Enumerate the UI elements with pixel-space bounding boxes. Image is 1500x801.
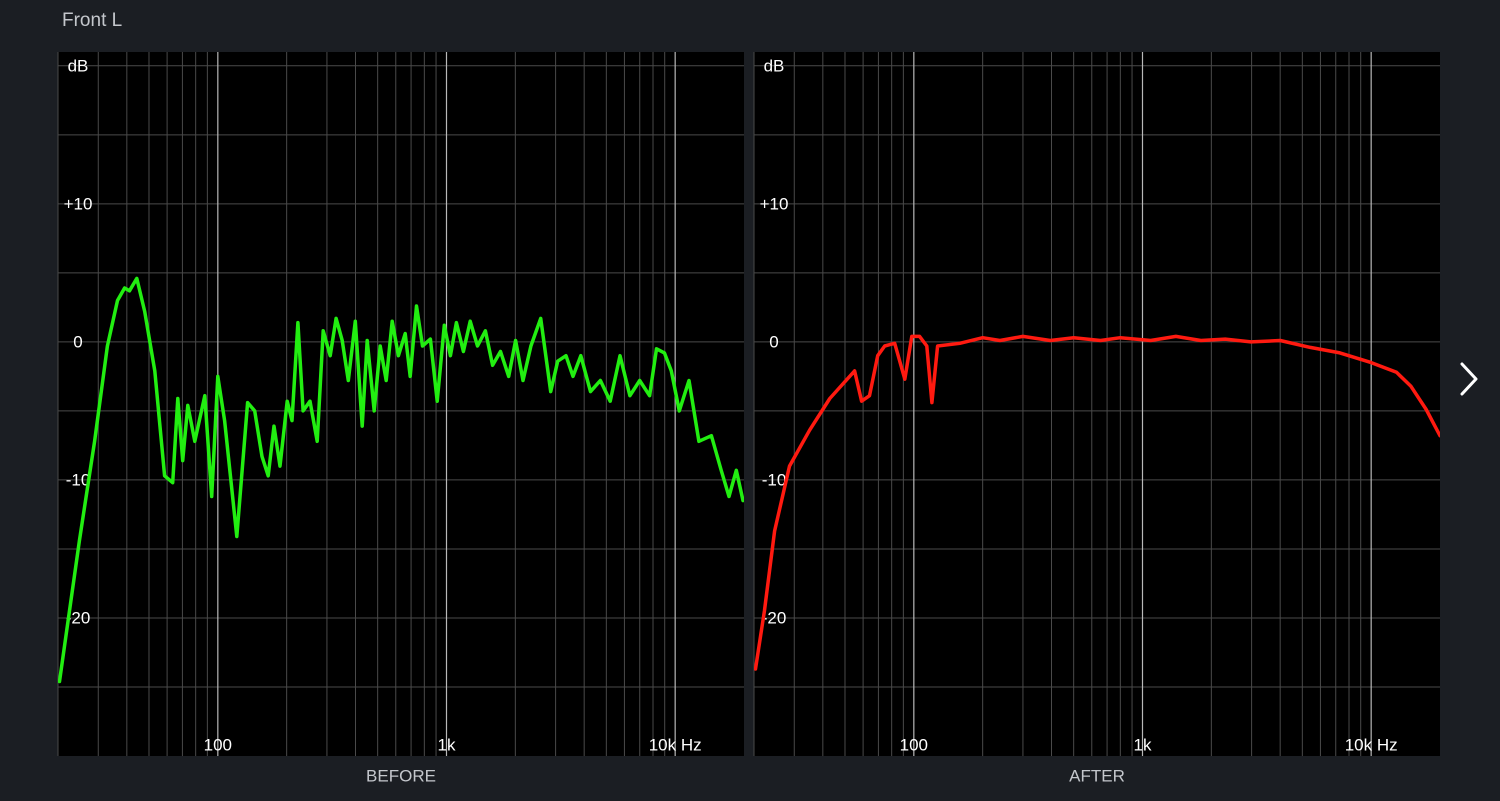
- plot-area: [754, 52, 1440, 756]
- chart-panel: dB +10 0 -10 -20 100 1k 10k Hz BEFORE: [57, 52, 744, 785]
- x-tick-label: 10k Hz: [649, 735, 702, 754]
- response-curve: [58, 276, 744, 684]
- y-tick-label: dB: [764, 56, 785, 75]
- x-axis-label: AFTER: [1069, 766, 1125, 785]
- chevron-icon[interactable]: [1460, 362, 1478, 396]
- y-tick-label: -10: [762, 470, 787, 489]
- y-tick-label: -10: [66, 470, 91, 489]
- plot-area: [58, 52, 744, 756]
- response-curve: [754, 334, 1440, 671]
- next-button[interactable]: [1460, 362, 1478, 396]
- y-tick-label: +10: [64, 194, 93, 213]
- x-tick-label: 100: [204, 735, 232, 754]
- x-tick-label: 100: [900, 735, 928, 754]
- x-tick-label: 1k: [438, 735, 456, 754]
- x-axis-label: BEFORE: [366, 766, 436, 785]
- y-tick-label: 0: [769, 332, 778, 351]
- page-title: Front L: [62, 10, 122, 31]
- x-tick-label: 1k: [1134, 735, 1152, 754]
- x-tick-label: 10k Hz: [1345, 735, 1398, 754]
- y-tick-label: +10: [760, 194, 789, 213]
- chart-panel: dB +10 0 -10 -20 100 1k 10k Hz AFTER: [753, 52, 1440, 785]
- y-tick-label: -20: [66, 608, 91, 627]
- y-tick-label: dB: [68, 56, 89, 75]
- y-tick-label: 0: [73, 332, 82, 351]
- y-tick-label: -20: [762, 608, 787, 627]
